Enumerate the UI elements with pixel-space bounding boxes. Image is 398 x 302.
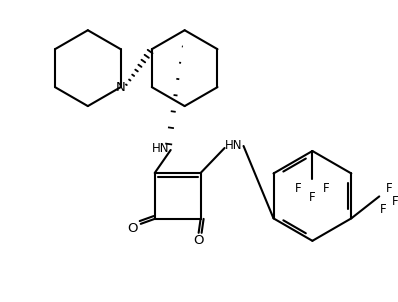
Text: F: F [386, 182, 392, 195]
Text: F: F [380, 203, 386, 216]
Text: F: F [392, 195, 398, 208]
Text: O: O [127, 222, 138, 235]
Text: O: O [193, 234, 204, 247]
Text: F: F [323, 182, 330, 195]
Text: N: N [116, 81, 125, 94]
Text: HN: HN [225, 139, 242, 152]
Text: F: F [295, 182, 302, 195]
Text: F: F [309, 191, 316, 204]
Text: HN: HN [152, 142, 170, 155]
